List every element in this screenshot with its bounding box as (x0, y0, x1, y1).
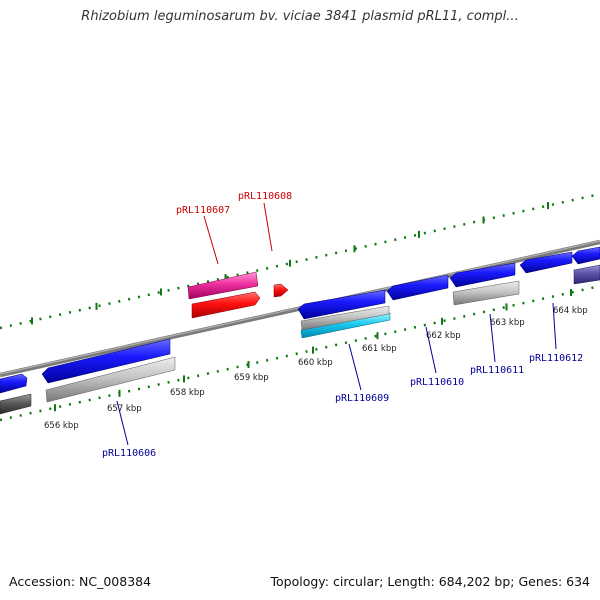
gene-arrow-pRL110610 (386, 274, 449, 301)
gene-arrow-pRL110608 (273, 283, 289, 298)
tick-label: 664 kbp (553, 306, 588, 316)
inner-tick-track (0, 284, 600, 422)
feature-bar-gray-pRL110606 (45, 356, 176, 403)
feature-bar-gray-pRL110611 (452, 280, 520, 306)
outer-tick-track (0, 192, 600, 330)
gene-arrow-pRL110607 (191, 291, 261, 319)
tick-label: 662 kbp (426, 331, 461, 341)
gene-arrow-pRL110606 (41, 338, 171, 384)
tick-label: 658 kbp (170, 388, 205, 398)
gene-arrow-pRL110609 (297, 289, 386, 320)
tick-label: 657 kbp (107, 404, 142, 414)
feature-bar-magenta (187, 271, 259, 300)
gene-leader-lines (116, 202, 557, 446)
gene-labels: pRL110606 pRL110607 pRL110608 pRL110609 … (102, 191, 583, 459)
feature-bar-purple-right (573, 264, 600, 285)
gene-label-pRL110611[interactable]: pRL110611 (470, 365, 524, 376)
gene-arrow-pRL110613 (571, 246, 600, 265)
gene-label-pRL110612[interactable]: pRL110612 (529, 353, 583, 364)
topology-summary: Topology: circular; Length: 684,202 bp; … (270, 574, 591, 589)
tick-label: 663 kbp (490, 318, 525, 328)
outer-major-ticks (31, 202, 549, 325)
tick-label: 661 kbp (362, 344, 397, 354)
accession-label: Accession: NC_008384 (9, 574, 152, 589)
tick-label: 660 kbp (298, 358, 333, 368)
tick-labels: 656 kbp 657 kbp 658 kbp 659 kbp 660 kbp … (44, 306, 588, 431)
gene-arrow-pRL110612 (519, 251, 573, 274)
gene-label-pRL110610[interactable]: pRL110610 (410, 377, 464, 388)
gene-label-pRL110609[interactable]: pRL110609 (335, 393, 389, 404)
inner-major-ticks (54, 289, 572, 412)
map-title: Rhizobium leguminosarum bv. viciae 3841 … (81, 9, 519, 24)
feature-bar-dark-left (0, 393, 32, 415)
feature-bar-gray-pRL110609 (300, 305, 390, 331)
tick-label: 656 kbp (44, 421, 79, 431)
gene-label-pRL110607[interactable]: pRL110607 (176, 205, 230, 216)
gene-label-pRL110606[interactable]: pRL110606 (102, 448, 156, 459)
tick-label: 659 kbp (234, 373, 269, 383)
gene-label-pRL110608[interactable]: pRL110608 (238, 191, 292, 202)
gene-arrow-pRL110605 (0, 373, 28, 394)
gene-arrow-pRL110611 (449, 262, 516, 288)
